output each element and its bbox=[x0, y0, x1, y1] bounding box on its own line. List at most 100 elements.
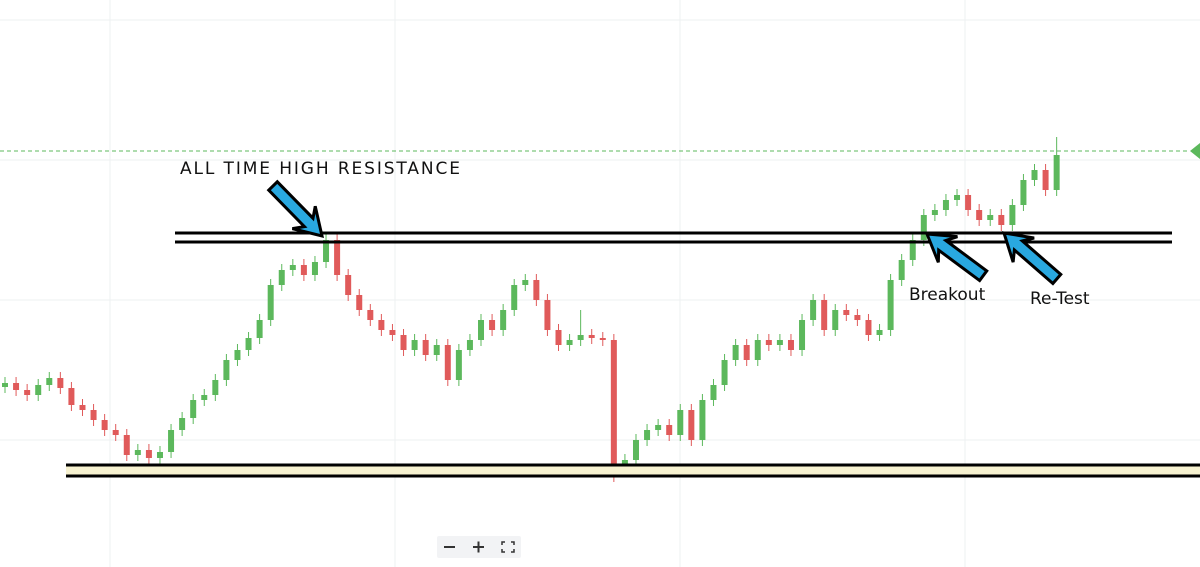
candle-body bbox=[444, 345, 451, 380]
candle-body bbox=[123, 435, 130, 455]
candle-body bbox=[732, 345, 739, 360]
last-price-marker bbox=[1190, 143, 1200, 159]
candle-body bbox=[965, 195, 972, 210]
arrow bbox=[1001, 231, 1063, 286]
candle-body bbox=[411, 340, 418, 350]
candle-body bbox=[234, 350, 241, 360]
candle-body bbox=[300, 265, 307, 275]
candle-body bbox=[710, 385, 717, 400]
arrow bbox=[266, 179, 325, 239]
candle-body bbox=[101, 420, 108, 430]
candle-body bbox=[334, 240, 341, 275]
zoom-out-button[interactable] bbox=[444, 546, 455, 548]
candle-body bbox=[599, 338, 606, 340]
candle-body bbox=[389, 330, 396, 335]
candle-body bbox=[112, 430, 119, 435]
candle-body bbox=[666, 425, 673, 435]
candle-body bbox=[356, 295, 363, 310]
candle-body bbox=[422, 340, 429, 355]
candle-body bbox=[644, 430, 651, 440]
candle-body bbox=[632, 440, 639, 460]
candle-body bbox=[323, 240, 330, 262]
candle-body bbox=[1042, 170, 1049, 190]
candle-body bbox=[1053, 155, 1060, 190]
candle-body bbox=[134, 450, 141, 455]
candle-body bbox=[13, 383, 20, 390]
candle-body bbox=[278, 270, 285, 285]
candle-body bbox=[68, 388, 75, 405]
candle-body bbox=[655, 425, 662, 430]
candle-body bbox=[699, 400, 706, 440]
candle-body bbox=[821, 300, 828, 330]
candle-body bbox=[212, 380, 219, 395]
annotation: ALL TIME HIGH RESISTANCE bbox=[180, 159, 460, 179]
candle-body bbox=[433, 345, 440, 355]
candle-body bbox=[1031, 170, 1038, 180]
candle-body bbox=[522, 280, 529, 285]
candle-body bbox=[555, 330, 562, 345]
candle-body bbox=[876, 330, 883, 335]
candle-body bbox=[610, 340, 617, 465]
candle-body bbox=[1009, 205, 1016, 225]
candle-body bbox=[832, 310, 839, 330]
candle-body bbox=[35, 385, 42, 395]
annotation: Breakout bbox=[909, 285, 986, 305]
candle-body bbox=[57, 378, 64, 388]
fullscreen-button[interactable] bbox=[501, 541, 515, 553]
candle-body bbox=[367, 310, 374, 320]
candle-body bbox=[223, 360, 230, 380]
candle-body bbox=[920, 215, 927, 240]
candle-body bbox=[799, 320, 806, 350]
candle-body bbox=[156, 452, 163, 458]
candle-body bbox=[854, 315, 861, 320]
candle-body bbox=[998, 215, 1005, 225]
candle-body bbox=[976, 210, 983, 220]
candle-body bbox=[24, 390, 31, 395]
candle-body bbox=[898, 260, 905, 280]
candle-body bbox=[179, 418, 186, 430]
candle-body bbox=[931, 210, 938, 215]
candle-body bbox=[201, 395, 208, 400]
zoom-in-button[interactable] bbox=[473, 541, 484, 553]
candle-body bbox=[621, 460, 628, 465]
candle-body bbox=[810, 300, 817, 320]
candle-body bbox=[577, 335, 584, 340]
candle-body bbox=[721, 360, 728, 385]
support-band bbox=[66, 465, 1200, 476]
candle-body bbox=[566, 340, 573, 345]
candle-body bbox=[677, 410, 684, 435]
candle-body bbox=[754, 340, 761, 360]
candle-body bbox=[289, 265, 296, 270]
candles bbox=[2, 137, 1060, 482]
candle-body bbox=[511, 285, 518, 310]
candle-body bbox=[345, 275, 352, 295]
candle-body bbox=[267, 285, 274, 320]
arrow bbox=[924, 232, 989, 283]
candle-body bbox=[400, 335, 407, 350]
candle-body bbox=[787, 340, 794, 350]
arrows bbox=[266, 179, 1063, 286]
zoom-controls bbox=[437, 536, 521, 558]
candle-body bbox=[145, 450, 152, 458]
candle-body bbox=[2, 383, 8, 387]
candle-body bbox=[544, 300, 551, 330]
candle-body bbox=[765, 340, 772, 345]
candle-body bbox=[776, 340, 783, 345]
candle-body bbox=[46, 378, 53, 385]
candle-body bbox=[843, 310, 850, 315]
candle-body bbox=[168, 430, 175, 452]
candle-body bbox=[865, 320, 872, 335]
candle-body bbox=[743, 345, 750, 360]
candle-body bbox=[688, 410, 695, 440]
candle-body bbox=[466, 340, 473, 350]
candle-body bbox=[489, 320, 496, 330]
candle-body bbox=[90, 410, 97, 420]
candle-body bbox=[478, 320, 485, 340]
candle-body bbox=[909, 240, 916, 260]
candle-body bbox=[987, 215, 994, 220]
candle-body bbox=[500, 310, 507, 330]
candle-body bbox=[190, 400, 197, 418]
candle-body bbox=[887, 280, 894, 330]
